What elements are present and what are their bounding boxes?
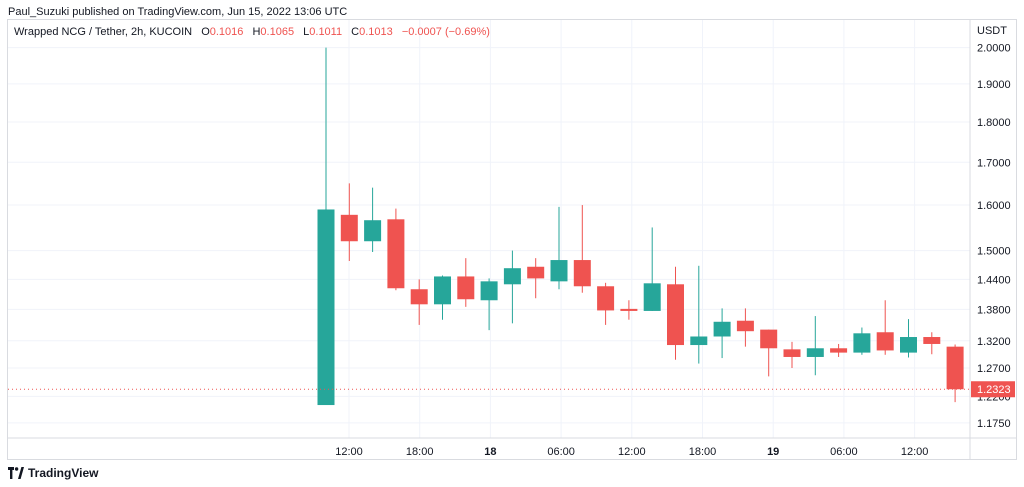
open-label: O — [201, 26, 210, 38]
price-tick-label: 1.9000 — [977, 79, 1011, 91]
price-tick-label: 2.0000 — [977, 43, 1011, 55]
candle-body — [317, 209, 335, 406]
tradingview-brand: TradingView — [28, 466, 99, 480]
candle-body — [690, 336, 708, 346]
candle-body — [573, 260, 591, 287]
close-label: C — [351, 26, 360, 38]
time-tick-label: 12:00 — [335, 446, 363, 458]
time-tick-label: 12:00 — [618, 446, 646, 458]
price-tick-label: 1.6000 — [977, 200, 1011, 212]
close-value: 0.1013 — [359, 26, 393, 38]
candle-body — [643, 283, 661, 311]
candle-body — [806, 348, 824, 357]
candle-body — [900, 337, 917, 353]
candle-body — [503, 268, 521, 285]
change-value: −0.0007 (−0.69%) — [401, 26, 490, 38]
candle-body — [527, 266, 545, 279]
candle-body — [713, 321, 731, 337]
time-tick-label: 19 — [767, 446, 779, 458]
candle-body — [736, 320, 754, 332]
candle-body — [876, 332, 894, 351]
candle-body — [387, 219, 405, 289]
low-label: L — [303, 26, 310, 38]
symbol-name: Wrapped NCG / Tether, 2h, KUCOIN — [14, 26, 193, 38]
price-tick-label: 1.1750 — [977, 418, 1011, 430]
candle-body — [457, 276, 475, 300]
candle-body — [410, 289, 428, 305]
symbol-legend: Wrapped NCG / Tether, 2h, KUCOIN O0.1016… — [14, 26, 490, 38]
time-tick-label: 06:00 — [547, 446, 575, 458]
publisher-line: Paul_Suzuki published on TradingView.com… — [8, 6, 348, 18]
candle-body — [853, 333, 871, 353]
low-value: 0.1011 — [309, 26, 343, 38]
price-tick-label: 1.5000 — [977, 246, 1011, 258]
time-tick-label: 18 — [484, 446, 496, 458]
candle-body — [364, 220, 382, 242]
price-tick-label: 1.4400 — [977, 274, 1011, 286]
high-label: H — [252, 26, 261, 38]
candle-body — [760, 329, 778, 349]
time-tick-label: 18:00 — [406, 446, 434, 458]
price-tick-label: 1.8000 — [977, 117, 1011, 129]
time-tick-label: 06:00 — [830, 446, 858, 458]
candle-body — [480, 281, 498, 301]
price-tick-label: 1.3800 — [977, 304, 1011, 316]
candle-body — [434, 276, 451, 305]
price-tick-label: 1.3200 — [977, 336, 1011, 348]
time-tick-label: 18:00 — [689, 446, 717, 458]
candle-body — [923, 337, 941, 344]
price-tick-label: 1.2700 — [977, 363, 1011, 375]
price-tick-label: 1.7000 — [977, 157, 1011, 169]
candle-body — [340, 214, 358, 242]
last-price-badge — [971, 381, 1015, 398]
price-axis-unit: USDT — [977, 25, 1007, 37]
tradingview-footer[interactable]: TradingView — [8, 466, 98, 480]
high-value: 0.1065 — [260, 26, 295, 38]
candle-body — [597, 286, 615, 311]
last-price-label: 1.2323 — [977, 384, 1011, 396]
candle-body — [667, 284, 684, 346]
candle-body — [783, 349, 801, 357]
time-tick-label: 12:00 — [901, 446, 929, 458]
candle-body — [550, 260, 568, 282]
candle-body — [620, 308, 638, 311]
open-value: 0.1016 — [209, 26, 244, 38]
candle-body — [946, 346, 964, 390]
chart-frame — [7, 19, 1017, 460]
candle-body — [830, 348, 848, 353]
tradingview-logo-icon — [8, 467, 24, 479]
